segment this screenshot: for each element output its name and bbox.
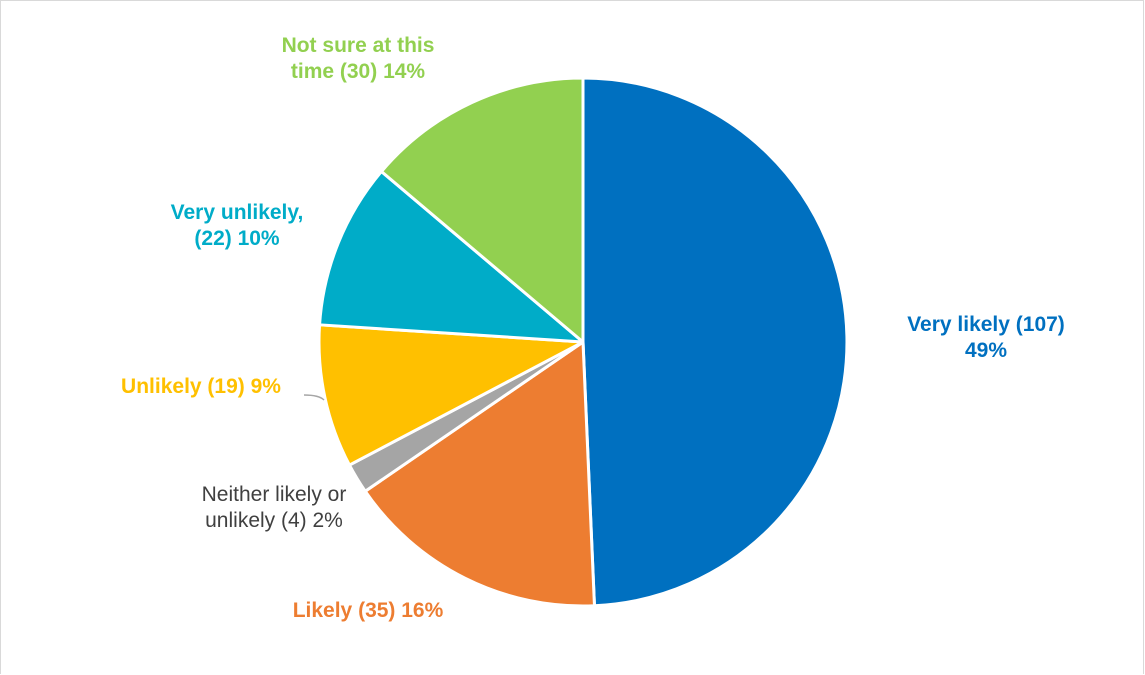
- slice-label-very-likely: Very likely (107) 49%: [907, 313, 1065, 362]
- slice-label-line: Very likely (107): [907, 313, 1065, 336]
- slice-label-line: unlikely (4) 2%: [205, 509, 343, 532]
- slice-label-line: time (30) 14%: [291, 60, 426, 83]
- leader-lines: [303, 394, 325, 401]
- slice-label-line: Unlikely (19) 9%: [121, 375, 281, 398]
- slice-label-line: Neither likely or: [202, 483, 347, 506]
- slice-label-line: (22) 10%: [194, 227, 280, 250]
- slice-label-line: Not sure at this: [282, 34, 435, 57]
- pie-slice-likely: [363, 340, 596, 608]
- slice-label-line: Likely (35) 16%: [293, 599, 444, 622]
- slice-label-line: 49%: [965, 339, 1007, 362]
- slice-label-unlikely: Unlikely (19) 9%: [121, 375, 281, 398]
- pie-slice-very-unlikely: [318, 169, 585, 344]
- leader-line-unlikely: [303, 394, 325, 401]
- slice-label-neither-likely-or-unlikely: Neither likely or unlikely (4) 2%: [202, 483, 347, 532]
- slice-label-not-sure-at-this-time: Not sure at this time (30) 14%: [282, 34, 435, 83]
- pie-slice-not-sure-at-this-time: [379, 76, 585, 344]
- pie-slice-unlikely: [317, 323, 585, 467]
- slice-label-very-unlikely: Very unlikely, (22) 10%: [171, 201, 304, 250]
- pie-slice-very-likely: [581, 76, 849, 608]
- slice-labels: Very likely (107) 49% Likely (35) 16% Neith…: [121, 34, 1065, 622]
- slice-label-line: Very unlikely,: [171, 201, 304, 224]
- pie-slices: [317, 76, 849, 608]
- slice-label-likely: Likely (35) 16%: [293, 599, 444, 622]
